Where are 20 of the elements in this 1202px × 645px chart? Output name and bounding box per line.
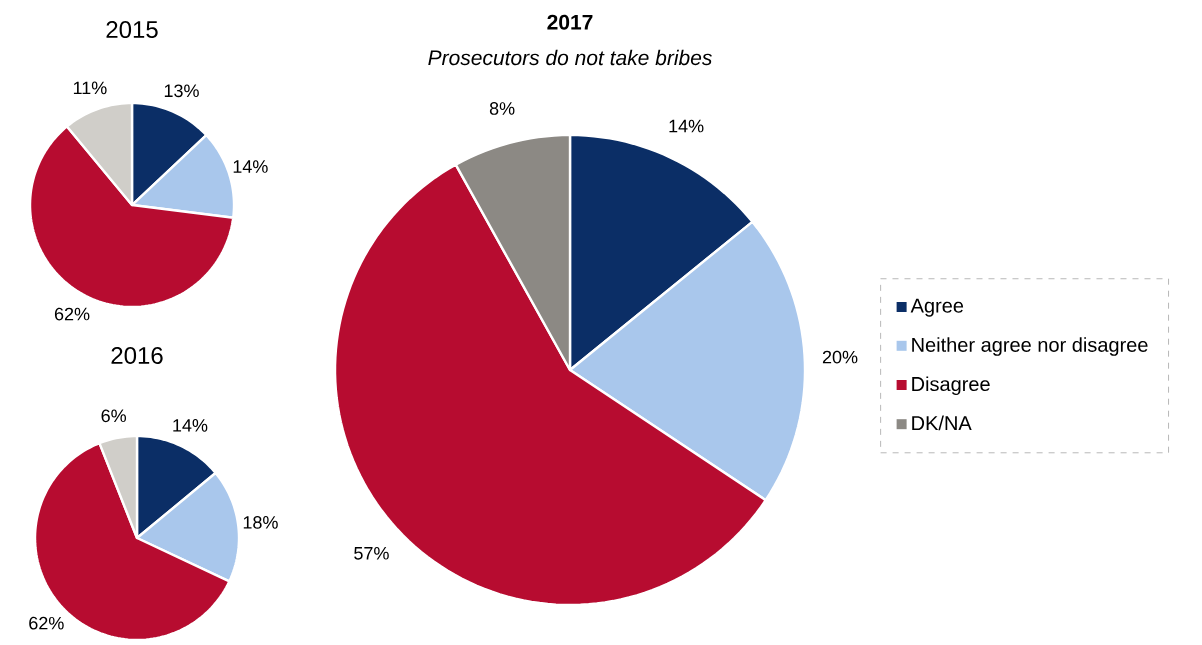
chart-subtitle: Prosecutors do not take bribes	[428, 49, 712, 66]
data-label: 14%	[173, 419, 208, 432]
chart-title: 2017	[547, 14, 593, 30]
data-label: 8%	[489, 102, 515, 115]
chart-title: 2016	[111, 346, 163, 364]
data-label: 62%	[29, 616, 64, 630]
data-label: 20%	[822, 350, 858, 364]
data-label: 13%	[164, 84, 199, 98]
data-label: 14%	[669, 119, 704, 133]
chart-title: 2015	[106, 21, 158, 39]
data-label: 11%	[73, 81, 107, 95]
data-label: 14%	[233, 160, 268, 173]
data-label: 6%	[101, 409, 127, 423]
legend-label: Agree	[910, 298, 964, 317]
legend-label: Disagree	[912, 376, 990, 396]
data-label: 57%	[354, 546, 389, 560]
data-label: 18%	[243, 516, 278, 529]
legend-label: Neither agree nor disagree	[912, 337, 1148, 356]
legend-label: DK/NA	[912, 415, 972, 431]
data-label: 62%	[54, 307, 90, 321]
